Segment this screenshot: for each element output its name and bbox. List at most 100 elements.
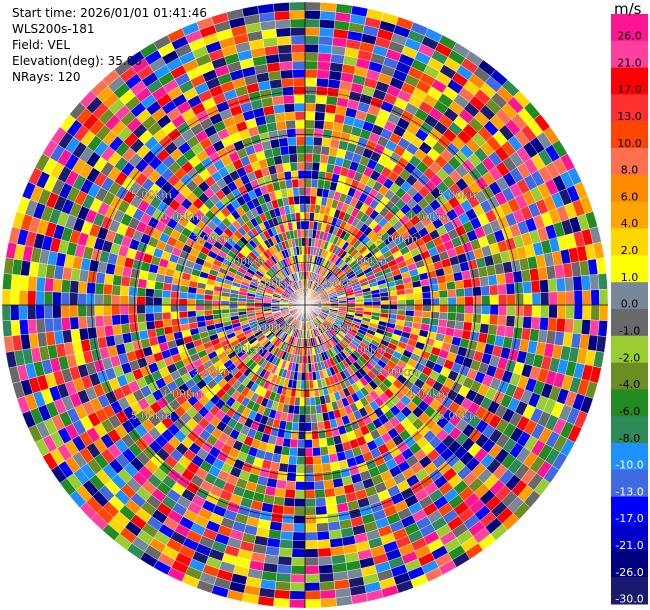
velocity-cell — [136, 296, 146, 306]
velocity-cell — [18, 289, 28, 306]
velocity-cell — [412, 286, 423, 294]
velocity-cell — [321, 137, 332, 148]
velocity-cell — [286, 472, 297, 482]
velocity-cell — [290, 35, 306, 45]
velocity-cell — [320, 145, 331, 156]
velocity-cell — [325, 95, 339, 106]
velocity-cell — [539, 317, 549, 331]
velocity-cell — [309, 396, 316, 407]
velocity-cell — [316, 522, 329, 533]
velocity-cell — [237, 304, 247, 309]
velocity-cell — [229, 308, 239, 314]
colorbar-tick-label: -10.0 — [615, 459, 643, 472]
velocity-cell — [304, 464, 314, 474]
velocity-cell — [304, 52, 319, 62]
velocity-cell — [296, 229, 302, 239]
velocity-cell — [488, 284, 499, 296]
velocity-cell — [281, 446, 291, 456]
velocity-cell — [304, 548, 319, 558]
velocity-cell — [304, 489, 316, 499]
velocity-cell — [290, 573, 306, 583]
velocity-cell — [462, 321, 473, 332]
velocity-cell — [296, 464, 306, 474]
velocity-cell — [2, 273, 13, 290]
velocity-cell — [35, 290, 45, 306]
start-time: Start time: 2026/01/01 01:41:46 — [12, 6, 207, 20]
velocity-cell — [304, 161, 313, 171]
velocity-cell — [514, 293, 525, 306]
velocity-cell — [85, 293, 96, 306]
velocity-cell — [522, 281, 533, 294]
velocity-cell — [523, 292, 533, 306]
velocity-cell — [120, 323, 131, 335]
velocity-cell — [27, 304, 37, 320]
velocity-cell — [304, 10, 321, 20]
velocity-cell — [289, 10, 306, 20]
velocity-cell — [145, 312, 155, 322]
velocity-cell — [564, 318, 575, 334]
velocity-cell — [293, 85, 306, 96]
velocity-cell — [597, 320, 608, 337]
velocity-cell — [314, 111, 326, 122]
velocity-cell — [293, 195, 300, 205]
ring-label: 1.00km — [315, 321, 357, 334]
velocity-cell — [304, 472, 315, 482]
velocity-cell — [304, 582, 321, 592]
velocity-cell — [291, 422, 300, 432]
velocity-cell — [472, 313, 482, 324]
colorbar-unit: m/s — [614, 0, 642, 18]
velocity-cell — [287, 195, 295, 206]
velocity-cell — [128, 295, 138, 306]
velocity-cell — [187, 292, 197, 300]
velocity-cell — [595, 335, 607, 353]
velocity-cell — [322, 471, 333, 481]
velocity-cell — [372, 304, 381, 310]
velocity-cell — [270, 87, 284, 98]
velocity-cell — [363, 301, 373, 306]
velocity-cell — [95, 271, 106, 285]
velocity-cell — [245, 304, 255, 309]
velocity-cell — [78, 327, 90, 341]
velocity-cell — [318, 27, 335, 38]
velocity-cell — [195, 310, 205, 317]
velocity-cell — [310, 187, 318, 197]
colorbar-tick-label: 2.0 — [621, 244, 639, 257]
velocity-cell — [161, 311, 172, 321]
velocity-cell — [498, 304, 508, 316]
velocity-cell — [556, 304, 567, 319]
velocity-cell — [322, 129, 333, 139]
velocity-cell — [297, 237, 303, 247]
velocity-cell — [438, 311, 449, 321]
velocity-cell — [310, 195, 317, 205]
velocity-cell — [452, 271, 464, 282]
velocity-cell — [69, 304, 79, 318]
velocity-cell — [203, 304, 213, 311]
velocity-cell — [178, 298, 188, 306]
velocity-cell — [119, 285, 130, 296]
velocity-cell — [320, 454, 331, 465]
velocity-cell — [273, 597, 290, 608]
velocity-cell — [286, 187, 294, 198]
velocity-cell — [298, 186, 306, 196]
velocity-cell — [282, 94, 295, 105]
velocity-cell — [304, 69, 318, 79]
velocity-cell — [35, 276, 46, 292]
ring-label: 1.00km — [253, 321, 295, 334]
velocity-cell — [314, 488, 326, 499]
velocity-cell — [294, 111, 306, 121]
velocity-cell — [78, 269, 90, 283]
velocity-cell — [52, 304, 62, 319]
velocity-cell — [43, 304, 54, 319]
velocity-cell — [488, 314, 499, 326]
velocity-cell — [69, 292, 79, 306]
ring-label: 4.00km — [161, 211, 203, 224]
velocity-cell — [299, 397, 306, 407]
colorbar-tick-label: 8.0 — [621, 164, 639, 177]
colorbar-tick-label: 0.0 — [621, 298, 639, 311]
velocity-cell — [472, 295, 482, 306]
velocity-cell — [95, 325, 106, 339]
velocity-cell — [295, 119, 306, 129]
colorbar-tick-label: -4.0 — [619, 378, 640, 391]
velocity-cell — [316, 69, 330, 80]
